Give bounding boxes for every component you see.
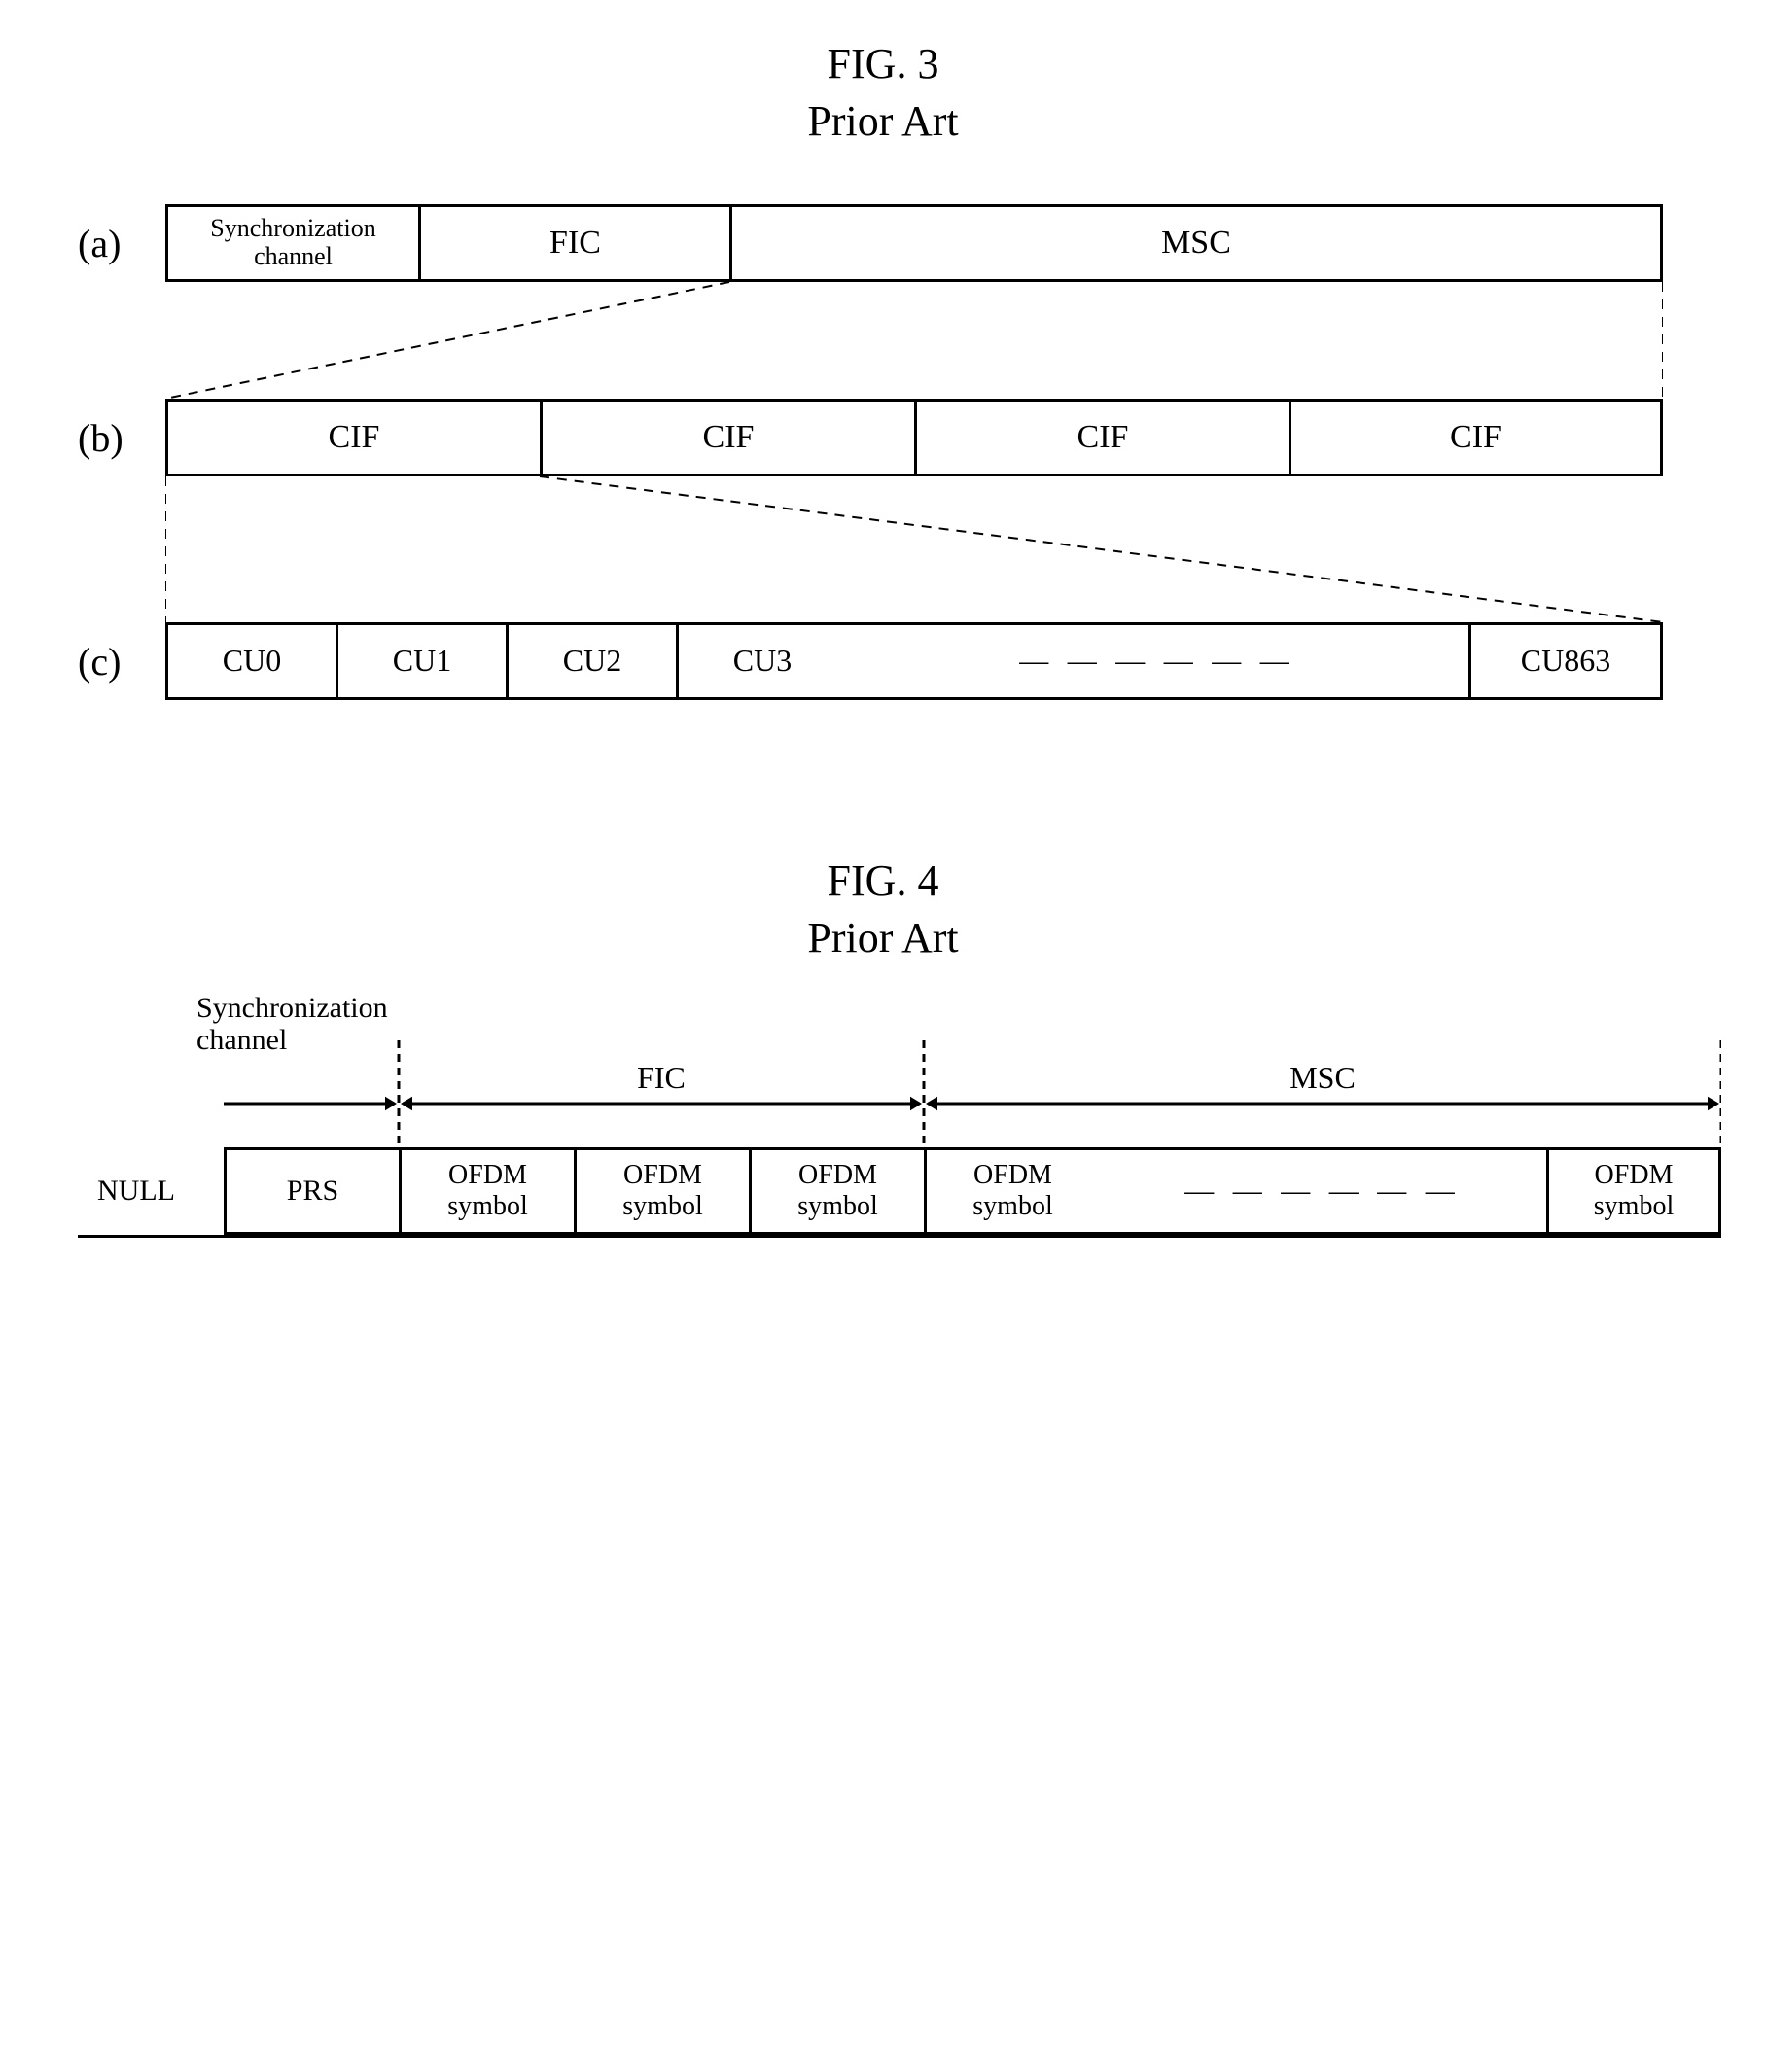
fig3-connector-bc-svg: [165, 476, 1663, 622]
fig3-rowB-box-2: CIF: [914, 399, 1289, 476]
fig3-connector-bc: [165, 476, 1663, 622]
svg-text:MSC: MSC: [1289, 1060, 1356, 1095]
fig3-row-b-label: (b): [78, 415, 165, 461]
fig3-row-a: (a) SynchronizationchannelFICMSC: [78, 204, 1688, 282]
fig3-row-c: (c) CU0CU1CU2CU3— — — — — —CU863: [78, 622, 1688, 700]
fig4-subtitle: Prior Art: [78, 913, 1688, 963]
fig4-box-1: OFDMsymbol: [399, 1147, 574, 1235]
fig3-connector-ab-svg: [165, 282, 1663, 399]
fig4-null-label: NULL: [78, 1147, 224, 1235]
fig3-row-c-boxes: CU0CU1CU2CU3— — — — — —CU863: [165, 622, 1688, 700]
fig4-box-4: OFDMsymbol: [924, 1147, 1099, 1235]
fig3-rowA-box-2: MSC: [729, 204, 1663, 282]
fig3-rowA-box-1: FIC: [418, 204, 729, 282]
fig3-rowC-ellipsis: — — — — — —: [846, 622, 1468, 700]
fig4-box-0: PRS: [224, 1147, 399, 1235]
figure-3: FIG. 3 Prior Art (a) Synchronizationchan…: [78, 39, 1688, 700]
fig3-rowC-box-2: CU2: [506, 622, 676, 700]
fig4-ellipsis: — — — — — —: [1099, 1147, 1546, 1235]
fig4-box-3: OFDMsymbol: [749, 1147, 924, 1235]
fig3-subtitle: Prior Art: [78, 96, 1688, 146]
fig3-title: FIG. 3: [78, 39, 1688, 88]
fig3-rowC-box-1: CU1: [336, 622, 506, 700]
fig4-row-boxes: PRSOFDMsymbolOFDMsymbolOFDMsymbolOFDMsym…: [224, 1147, 1721, 1235]
fig3-rowB-box-3: CIF: [1289, 399, 1663, 476]
fig3-row-c-label: (c): [78, 639, 165, 685]
fig4-arrows-svg: FIC MSC: [224, 1021, 1721, 1147]
fig3-connector-ab: [165, 282, 1663, 399]
fig4-row: NULL PRSOFDMsymbolOFDMsymbolOFDMsymbolOF…: [78, 1147, 1688, 1235]
fig3-rowB-box-1: CIF: [540, 399, 914, 476]
fig3-rowC-box-last: CU863: [1468, 622, 1663, 700]
fig3-rowA-box-0: Synchronizationchannel: [165, 204, 418, 282]
fig4-baseline: [78, 1235, 1721, 1238]
fig4-title: FIG. 4: [78, 856, 1688, 905]
svg-text:FIC: FIC: [637, 1060, 686, 1095]
figure-4: FIG. 4 Prior Art Synchronizationchannel …: [78, 856, 1688, 1238]
fig4-box-2: OFDMsymbol: [574, 1147, 749, 1235]
fig3-row-a-label: (a): [78, 221, 165, 266]
fig3-rowC-box-0: CU0: [165, 622, 336, 700]
fig4-box-last: OFDMsymbol: [1546, 1147, 1721, 1235]
fig4-header: Synchronizationchannel FICMSC: [224, 1021, 1721, 1147]
fig3-rowB-box-0: CIF: [165, 399, 540, 476]
fig3-rowC-box-3: CU3: [676, 622, 846, 700]
fig3-row-b: (b) CIFCIFCIFCIF: [78, 399, 1688, 476]
fig3-row-a-boxes: SynchronizationchannelFICMSC: [165, 204, 1688, 282]
fig3-row-b-boxes: CIFCIFCIFCIF: [165, 399, 1688, 476]
